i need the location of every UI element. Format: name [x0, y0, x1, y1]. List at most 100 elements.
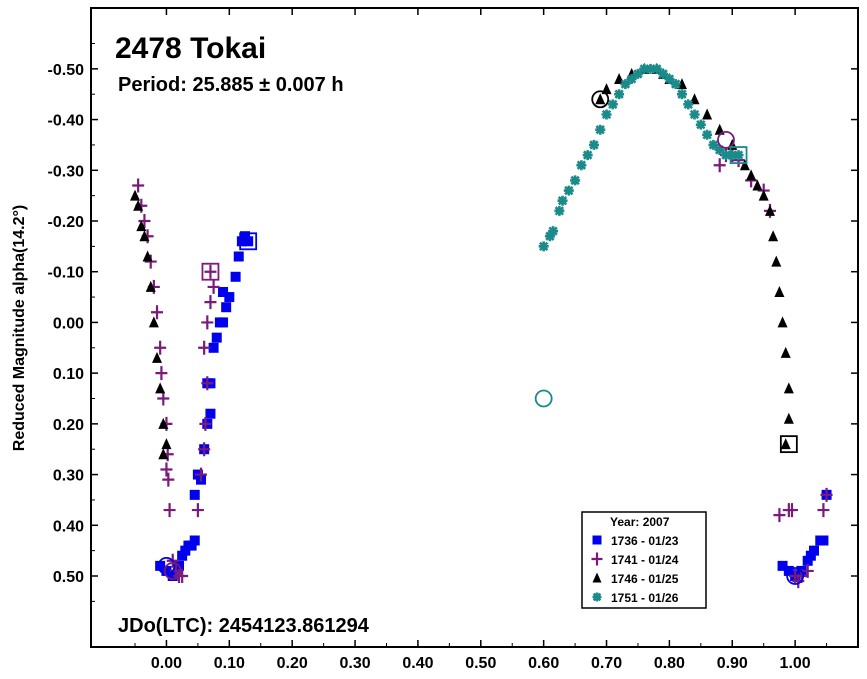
legend: Year: 2007 1736 - 01/23 1741 - 01/24 1746 … — [581, 511, 707, 609]
y-tick-label: 0.40 — [53, 518, 84, 535]
legend-label: 1741 - 01/24 — [611, 553, 679, 567]
series-group — [155, 231, 832, 581]
y-tick-label: 0.50 — [53, 569, 84, 586]
series-group — [130, 62, 794, 460]
data-point — [595, 93, 606, 105]
data-point — [588, 139, 599, 150]
data-point — [233, 251, 244, 262]
legend-marker — [592, 592, 602, 602]
data-point — [161, 438, 172, 450]
data-point — [152, 351, 163, 363]
data-point — [218, 287, 229, 297]
y-tick-label: -0.10 — [48, 265, 85, 282]
data-point — [180, 545, 191, 556]
annotation-box — [779, 435, 798, 454]
plot-frame — [90, 7, 859, 648]
data-point — [538, 241, 549, 252]
data-point — [689, 109, 700, 120]
data-point — [132, 178, 145, 193]
data-point — [768, 230, 779, 242]
data-point — [145, 280, 156, 292]
data-point — [664, 74, 675, 84]
data-point — [777, 560, 788, 571]
data-point — [805, 550, 816, 561]
data-point — [155, 560, 166, 571]
data-point — [158, 417, 169, 429]
axes: 0.00 0.10 0.20 0.30 0.40 0.50 0.60 0.70 0.80 0.90… — [48, 8, 858, 672]
data-point — [808, 545, 819, 556]
data-point — [774, 286, 785, 297]
data-point — [764, 204, 775, 216]
y-tick-label: 0.20 — [53, 417, 84, 434]
data-point — [136, 220, 147, 232]
data-point — [201, 376, 214, 391]
x-tick-label: 0.60 — [528, 655, 559, 672]
data-point — [155, 382, 166, 394]
chart-subtitle: Period: 25.885 ± 0.007 h — [118, 74, 344, 96]
data-point — [595, 124, 606, 135]
data-point — [230, 271, 241, 282]
data-point — [158, 448, 169, 460]
data-point — [162, 472, 175, 487]
y-tick-label: -0.20 — [48, 214, 85, 231]
data-point — [240, 231, 251, 242]
data-point — [752, 179, 763, 191]
y-tick-label: -0.50 — [48, 62, 85, 79]
data-point — [236, 236, 247, 247]
data-point — [777, 316, 788, 328]
annotation-circle — [591, 90, 610, 109]
annotation-circle — [717, 130, 735, 149]
x-tick-label: 0.30 — [339, 655, 370, 672]
data-point — [557, 195, 568, 206]
data-point — [163, 503, 176, 518]
data-point — [651, 63, 662, 74]
data-point — [720, 150, 731, 161]
data-point — [130, 189, 141, 201]
data-point — [243, 236, 254, 247]
y-tick-label: 0.30 — [53, 468, 84, 485]
data-point — [207, 279, 220, 294]
x-tick-label: 0.90 — [717, 655, 748, 672]
data-point — [204, 295, 217, 310]
data-point — [167, 571, 178, 581]
data-point — [221, 302, 232, 313]
legend-marker — [592, 572, 602, 583]
y-tick-label: 0.10 — [53, 366, 84, 383]
data-point — [780, 346, 791, 358]
data-point — [801, 563, 814, 578]
data-point — [727, 150, 738, 161]
data-point — [211, 332, 222, 343]
y-axis-label: Reduced Magnitude alpha(14.2°) — [11, 205, 28, 451]
data-point — [713, 158, 726, 173]
data-point — [601, 109, 612, 120]
annotation-circle — [157, 556, 176, 575]
data-point — [199, 416, 212, 431]
y-tick-label: -0.40 — [48, 113, 85, 130]
data-point — [189, 489, 200, 500]
data-point — [177, 550, 188, 561]
data-point — [658, 68, 669, 79]
data-point — [570, 175, 581, 186]
data-point — [155, 366, 168, 381]
legend-marker — [591, 552, 603, 566]
data-point — [639, 63, 650, 74]
data-point — [607, 99, 618, 110]
data-point — [582, 150, 593, 161]
y-tick-label: -0.30 — [48, 163, 85, 180]
x-tick-label: 0.70 — [591, 655, 622, 672]
x-tick-label: 0.20 — [277, 655, 308, 672]
data-point — [702, 108, 713, 120]
data-marks — [130, 62, 833, 589]
data-point — [676, 89, 687, 100]
data-point — [148, 316, 159, 328]
data-point — [563, 185, 574, 196]
data-point — [783, 412, 794, 424]
data-point — [614, 89, 625, 100]
data-point — [139, 230, 150, 242]
data-point — [189, 535, 200, 546]
y-tick-label: 0.00 — [53, 315, 84, 332]
data-point — [818, 535, 829, 546]
data-point — [733, 150, 744, 161]
annotation-circle — [163, 562, 182, 580]
